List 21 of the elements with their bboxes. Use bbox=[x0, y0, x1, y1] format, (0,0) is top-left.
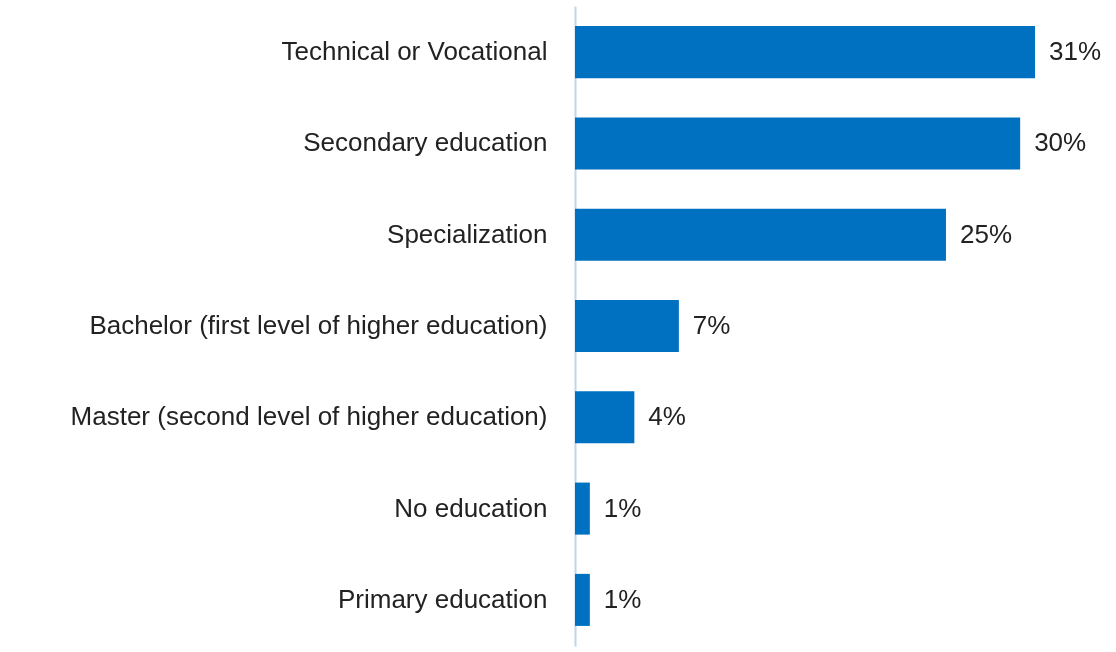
data-label: 30% bbox=[1034, 127, 1087, 158]
data-label: 1% bbox=[603, 492, 642, 523]
data-label: 7% bbox=[692, 310, 731, 340]
y-tick-label: Master (second level of higher education) bbox=[70, 401, 548, 432]
bar bbox=[575, 482, 590, 535]
bar bbox=[575, 208, 946, 261]
y-tick-label: No education bbox=[394, 492, 548, 523]
bar bbox=[575, 391, 635, 444]
data-label: 1% bbox=[603, 583, 642, 614]
y-tick-label: Bachelor (first level of higher education) bbox=[89, 310, 548, 340]
y-tick-label: Specialization bbox=[387, 218, 548, 249]
y-tick-label: Technical or Vocational bbox=[281, 36, 548, 67]
data-label: 31% bbox=[1049, 36, 1102, 67]
bar bbox=[575, 573, 590, 626]
bar bbox=[575, 299, 679, 353]
y-tick-label: Secondary education bbox=[303, 127, 548, 158]
bar bbox=[575, 26, 1035, 79]
data-label: 25% bbox=[959, 218, 1013, 249]
y-tick-label: Primary education bbox=[337, 583, 548, 614]
data-label: 4% bbox=[648, 401, 686, 432]
bar bbox=[575, 117, 1021, 170]
